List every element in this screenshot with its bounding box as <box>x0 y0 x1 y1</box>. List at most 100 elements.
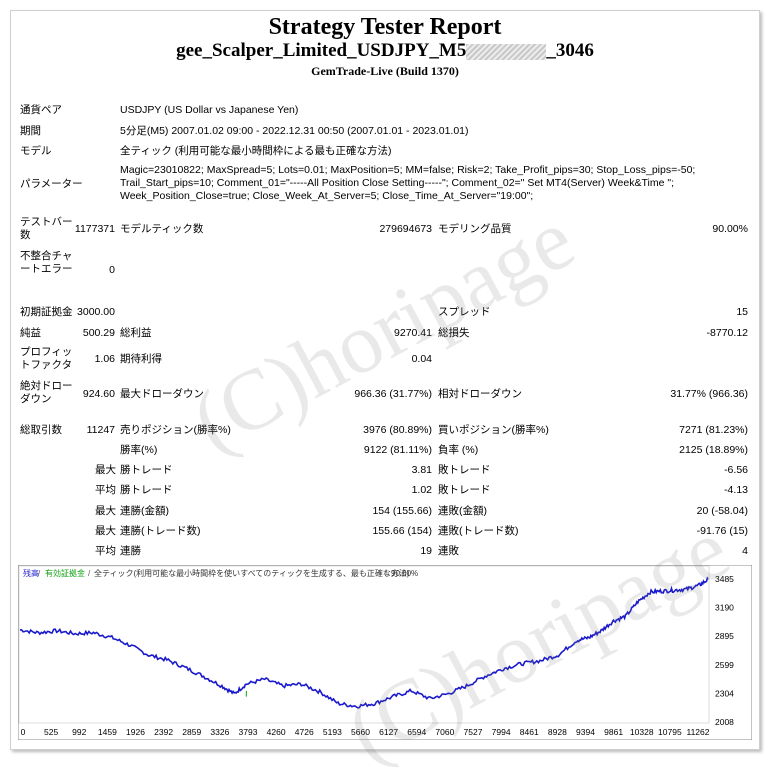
mismatch-value: 0 <box>109 264 115 276</box>
x-tick-20: 9394 <box>576 727 595 737</box>
x-tick-9: 4260 <box>267 727 286 737</box>
max-cons-lossamt-label: 連敗(トレード数) <box>438 525 519 537</box>
gross-loss-label: 総損失 <box>438 327 470 339</box>
avg-cons-win-value: 19 <box>420 545 432 557</box>
x-tick-14: 6594 <box>407 727 426 737</box>
win-value: 9122 (81.11%) <box>363 444 432 456</box>
x-tick-7: 3326 <box>210 727 229 737</box>
model-label: モデル <box>20 145 52 157</box>
x-tick-16: 7527 <box>464 727 483 737</box>
max-cons-loss-value: 20 (-58.04) <box>696 505 748 517</box>
legend-margin: 有効証拠金 <box>45 568 85 578</box>
gross-profit-label: 総利益 <box>120 327 152 339</box>
x-tick-21: 9861 <box>604 727 623 737</box>
pf-label: プロフィットファクタ <box>20 346 73 371</box>
x-tick-1: 525 <box>44 727 58 737</box>
largest-loss-label: 敗トレード <box>438 464 491 476</box>
quality-value: 90.00% <box>712 223 748 235</box>
x-tick-4: 1926 <box>126 727 145 737</box>
max-cons-profit-label: 連勝(トレード数) <box>120 525 201 537</box>
symbol-label: 通貨ペア <box>20 104 62 116</box>
y-tick-0: 3485 <box>715 574 734 584</box>
x-tick-3: 1459 <box>98 727 117 737</box>
y-tick-2: 2895 <box>715 631 734 641</box>
params-label: パラメーター <box>20 178 83 190</box>
period-value: 5分足(M5) 2007.01.02 09:00 - 2022.12.31 00… <box>120 125 469 137</box>
x-tick-0: 0 <box>21 727 26 737</box>
x-tick-labels: 0 525 992 1459 1926 2392 2859 3326 3793 4260 4726 5… <box>21 727 710 737</box>
x-tick-17: 7994 <box>492 727 511 737</box>
max-cons-win-value: 154 (155.66) <box>372 505 432 517</box>
legend-sep-1: / <box>38 569 41 578</box>
ticks-value: 279694673 <box>379 223 432 235</box>
params-value: Magic=23010822; MaxSpread=5; Lots=0.01; … <box>120 164 696 202</box>
x-tick-10: 4726 <box>295 727 314 737</box>
symbol-value: USDJPY (US Dollar vs Japanese Yen) <box>120 104 299 116</box>
average-label: 平均 <box>95 484 116 496</box>
gross-profit-value: 9270.41 <box>394 327 432 339</box>
short-label: 売りポジション(勝率%) <box>120 424 231 436</box>
redacted-block <box>466 43 547 60</box>
x-tick-22: 10328 <box>630 727 654 737</box>
report-subtitle: gee_Scalper_Limited_USDJPY_M5 _3046 <box>176 40 594 61</box>
max-dd-label: 最大ドローダウン <box>120 388 204 400</box>
average-label-2: 平均 <box>95 545 116 557</box>
expected-payoff-label: 期待利得 <box>120 353 162 365</box>
max-cons-win-label: 連勝(金額) <box>120 505 169 517</box>
bars-value: 1177371 <box>74 223 115 235</box>
legend-balance: 残高 <box>23 568 39 578</box>
rel-dd-label: 相対ドローダウン <box>438 388 522 400</box>
largest-win-label: 勝トレード <box>120 464 173 476</box>
trades-value: 11247 <box>86 424 115 436</box>
short-value: 3976 (80.89%) <box>363 424 432 436</box>
pf-value: 1.06 <box>94 353 115 365</box>
x-tick-23: 10795 <box>658 727 682 737</box>
gross-loss-value: -8770.12 <box>706 327 748 339</box>
mismatch-label: 不整合チャートエラー <box>20 250 73 275</box>
max-cons-profit-value: 155.66 (154) <box>372 525 432 537</box>
largest-label: 最大 <box>95 464 116 476</box>
y-tick-5: 2008 <box>715 717 734 727</box>
max-cons-loss-label: 連敗(金額) <box>438 505 487 517</box>
plot-area <box>18 565 710 724</box>
x-tick-6: 2859 <box>182 727 201 737</box>
x-tick-19: 8928 <box>548 727 567 737</box>
avg-cons-win-label: 連勝 <box>120 545 141 557</box>
x-tick-8: 3793 <box>239 727 258 737</box>
long-value: 7271 (81.23%) <box>679 424 748 436</box>
bars-label: テストバー数 <box>20 216 73 241</box>
legend-quality: 90.00% <box>391 569 418 578</box>
legend-sep-2: / <box>88 569 91 578</box>
avg-loss-label: 敗トレード <box>438 484 491 496</box>
avg-win-value: 1.02 <box>411 484 432 496</box>
quality-label: モデリング品質 <box>438 223 512 235</box>
max-dd-value: 966.36 (31.77%) <box>354 388 432 400</box>
max-label: 最大 <box>95 505 116 517</box>
x-tick-2: 992 <box>72 727 86 737</box>
abs-dd-label: 絶対ドローダウン <box>20 380 73 405</box>
spread-label: スプレッド <box>438 306 491 318</box>
legend-info: 全ティック(利用可能な最小時間枠を使いすべてのティックを生成する、最も正確な方法… <box>94 568 410 578</box>
balance-line <box>19 576 709 709</box>
x-tick-5: 2392 <box>154 727 173 737</box>
max-cons-lossamt-value: -91.76 (15) <box>696 525 748 537</box>
net-value: 500.29 <box>82 327 115 339</box>
x-tick-24: 11262 <box>686 727 709 737</box>
expected-payoff-value: 0.04 <box>411 353 432 365</box>
avg-loss-value: -4.13 <box>724 484 748 496</box>
report-build: GemTrade-Live (Build 1370) <box>311 64 459 78</box>
report-title: Strategy Tester Report <box>268 14 502 40</box>
x-tick-12: 5660 <box>351 727 370 737</box>
avg-cons-loss-label: 連敗 <box>438 545 459 557</box>
long-label: 買いポジション(勝率%) <box>438 424 549 436</box>
y-tick-4: 2304 <box>715 688 734 698</box>
largest-win-value: 3.81 <box>411 464 432 476</box>
win-label: 勝率(%) <box>120 444 158 456</box>
ticks-label: モデルティック数 <box>120 223 204 235</box>
spread-value: 15 <box>736 306 748 318</box>
loss-label: 負率 (%) <box>438 444 479 456</box>
max-label-2: 最大 <box>95 525 116 537</box>
period-label: 期間 <box>20 125 41 137</box>
model-value: 全ティック (利用可能な最小時間枠による最も正確な方法) <box>120 145 392 157</box>
avg-cons-loss-value: 4 <box>742 545 748 557</box>
